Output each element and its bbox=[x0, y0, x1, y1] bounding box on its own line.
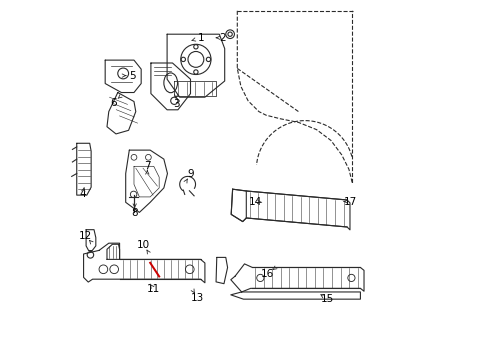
Text: 16: 16 bbox=[261, 269, 274, 279]
Text: 3: 3 bbox=[172, 99, 179, 109]
Text: 12: 12 bbox=[79, 231, 92, 241]
Text: 5: 5 bbox=[129, 71, 135, 81]
Text: 15: 15 bbox=[320, 294, 333, 304]
Text: 6: 6 bbox=[110, 98, 116, 108]
Text: 14: 14 bbox=[248, 197, 262, 207]
Text: 8: 8 bbox=[131, 208, 138, 218]
Text: 4: 4 bbox=[79, 189, 85, 199]
Text: 10: 10 bbox=[137, 240, 150, 250]
Text: 11: 11 bbox=[147, 284, 160, 294]
Text: 7: 7 bbox=[143, 161, 150, 171]
Text: 1: 1 bbox=[198, 33, 204, 43]
Text: 13: 13 bbox=[191, 293, 204, 303]
Text: 17: 17 bbox=[344, 197, 357, 207]
Text: 9: 9 bbox=[187, 168, 193, 179]
Text: 2: 2 bbox=[219, 33, 226, 43]
